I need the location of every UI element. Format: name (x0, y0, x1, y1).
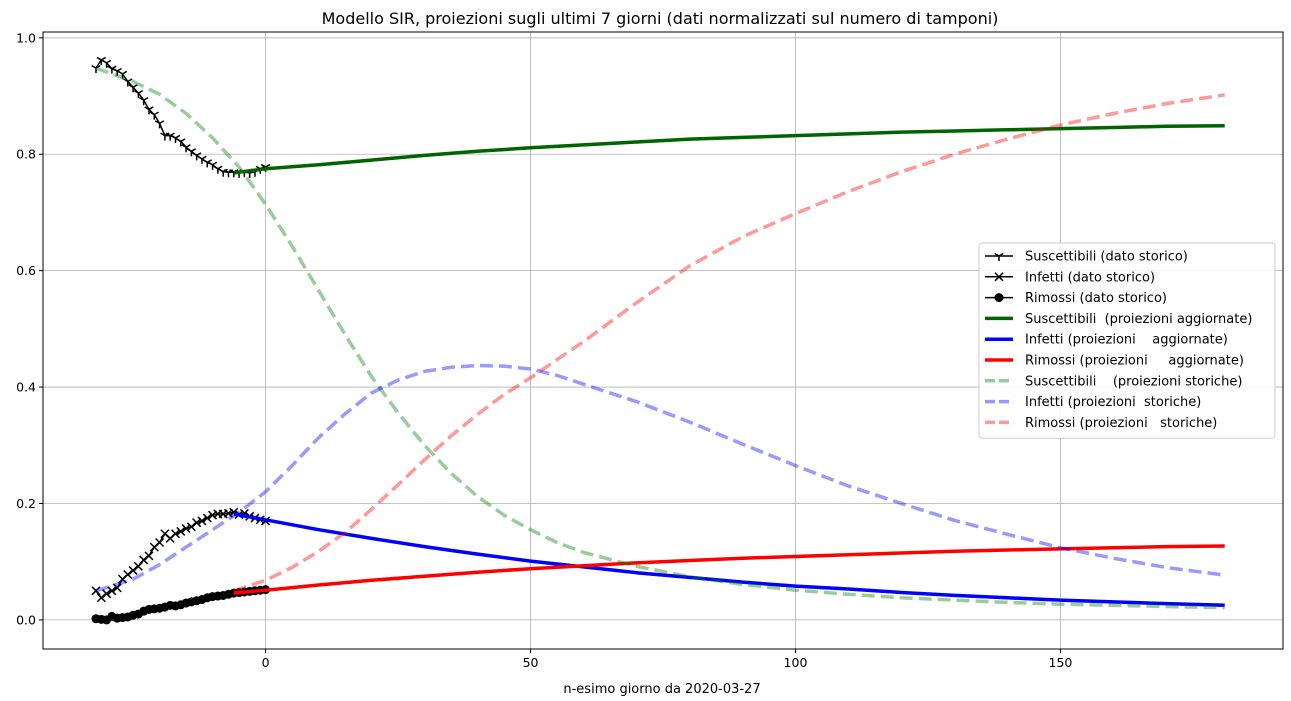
legend-label: Infetti (proiezioni aggiornate) (1025, 333, 1228, 348)
data-point (223, 508, 234, 518)
legend-label: Suscettibili (proiezioni storiche) (1025, 374, 1242, 389)
data-point (96, 56, 106, 65)
y-tick-label: 0.4 (16, 380, 36, 395)
data-point (123, 78, 133, 87)
series-suscettibili-proiezioni-aggiornate (233, 123, 1225, 175)
data-point (128, 565, 138, 575)
series-infetti-proiezioni-aggiornate (233, 512, 1225, 608)
y-tick-label: 1.0 (16, 30, 36, 45)
chart-title: Modello SIR, proiezioni sugli ultimi 7 g… (322, 9, 999, 28)
series-rimossi-proiezioni-aggiornate (233, 544, 1225, 595)
series-line (233, 544, 1225, 595)
data-point (107, 65, 117, 74)
data-point (181, 523, 191, 534)
series-line (95, 66, 1225, 610)
data-point (117, 70, 128, 79)
series-line (95, 511, 266, 599)
data-point (197, 516, 207, 526)
data-point (101, 59, 112, 68)
legend-item: Infetti (proiezioni aggiornate) (985, 333, 1228, 348)
legend-label: Rimossi (dato storico) (1025, 291, 1167, 306)
data-point (202, 513, 212, 523)
data-point (170, 529, 181, 539)
legend-marker (994, 272, 1004, 282)
data-point (133, 561, 143, 571)
legend-item: Rimossi (proiezioni aggiornate) (985, 354, 1244, 369)
legend-item: Rimossi (proiezioni storiche) (985, 416, 1217, 431)
data-point (191, 152, 202, 161)
legend-label: Rimossi (proiezioni aggiornate) (1025, 354, 1244, 369)
data-point (186, 522, 196, 532)
data-point (96, 593, 106, 603)
series-line (95, 363, 1225, 593)
data-point (202, 159, 212, 168)
x-tick-label: 150 (1049, 655, 1073, 670)
legend: Suscettibili (dato storico) Infetti (dato… (978, 242, 1276, 439)
series-infetti-proiezioni-storiche (95, 363, 1225, 593)
legend-item: Infetti (proiezioni storiche) (985, 395, 1201, 410)
data-point (154, 120, 165, 129)
data-point (176, 526, 186, 536)
legend-label: Suscettibili (proiezioni aggiornate) (1025, 312, 1252, 327)
legend-item: Suscettibili (proiezioni storiche) (985, 374, 1242, 389)
y-tick-label: 0.2 (16, 496, 36, 511)
series-line (233, 512, 1225, 608)
legend-marker (994, 252, 1004, 261)
data-point (112, 583, 122, 593)
data-point (133, 89, 144, 99)
data-point (102, 589, 112, 599)
data-point (91, 586, 101, 596)
data-point (144, 106, 154, 115)
data-point (192, 518, 202, 528)
x-axis-label: n-esimo giorno da 2020-03-27 (563, 682, 760, 697)
legend-label: Infetti (dato storico) (1025, 270, 1155, 285)
data-point (197, 155, 207, 164)
x-tick-label: 100 (784, 655, 808, 670)
plot-frame (42, 31, 1284, 650)
legend-item: Suscettibili (proiezioni aggiornate) (985, 312, 1252, 327)
series-line (233, 123, 1225, 175)
data-point (107, 586, 117, 596)
data-point (165, 132, 175, 141)
data-point (91, 64, 101, 74)
data-point (181, 144, 191, 153)
y-tick-label: 0.6 (16, 263, 36, 278)
legend-label: Suscettibili (dato storico) (1025, 250, 1188, 265)
x-tick-label: 50 (523, 655, 539, 670)
series-line (233, 93, 1225, 593)
data-point (128, 84, 138, 93)
data-point (213, 165, 223, 174)
data-point (149, 111, 159, 120)
legend-item: Suscettibili (dato storico) (985, 250, 1188, 265)
series-suscettibili-proiezioni-storiche (95, 66, 1225, 610)
data-point (144, 551, 154, 561)
series-rimossi-proiezioni-storiche (233, 93, 1225, 593)
data-point (155, 537, 165, 548)
legend-box (978, 242, 1276, 439)
data-point (186, 148, 197, 157)
data-point (112, 67, 122, 76)
legend-item: Rimossi (dato storico) (985, 291, 1167, 306)
y-tick-label: 0.8 (16, 147, 36, 162)
y-tick-label: 0.0 (16, 612, 36, 627)
data-point (207, 161, 218, 170)
data-point (170, 134, 181, 143)
x-tick-label: 0 (262, 655, 270, 670)
legend-label: Rimossi (proiezioni storiche) (1025, 416, 1217, 431)
data-point (139, 555, 149, 565)
legend-item: Infetti (dato storico) (985, 270, 1155, 285)
data-point (139, 96, 149, 106)
ticks: 0 50 100 150 0.0 0.2 0.4 0.6 0.8 1.0 (16, 30, 1072, 670)
series-layer (91, 56, 1225, 625)
data-point (176, 138, 186, 147)
legend-label: Infetti (proiezioni storiche) (1025, 395, 1201, 410)
legend-marker (994, 293, 1004, 303)
data-point (208, 510, 218, 520)
data-point (123, 569, 133, 580)
